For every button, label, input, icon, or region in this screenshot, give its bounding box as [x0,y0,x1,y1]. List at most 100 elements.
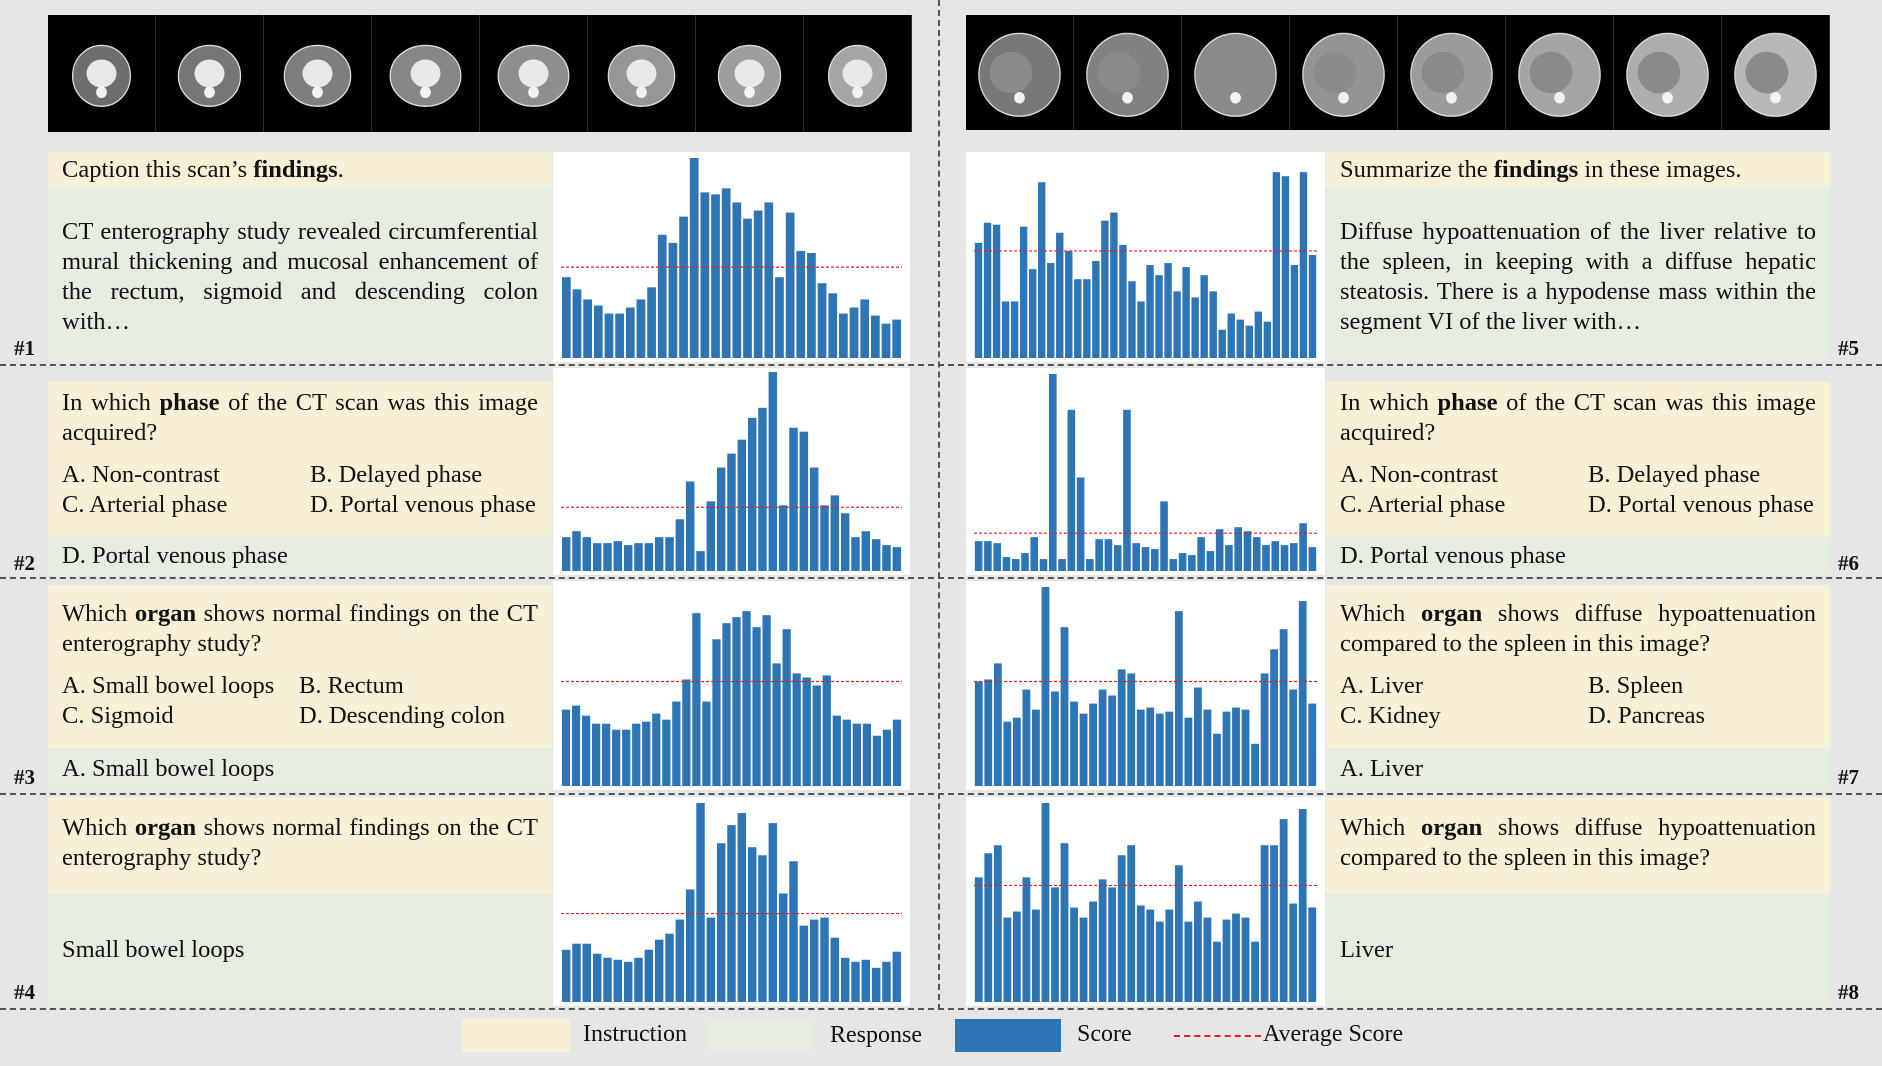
score-bar [861,531,871,571]
score-bar [1184,717,1193,786]
response-8: Liver [1326,894,1830,1006]
score-bar [892,319,902,358]
score-bar [1108,887,1117,1002]
score-bar [1146,909,1155,1002]
score-bar [1182,267,1190,358]
score-bar [820,917,829,1002]
score-bar [623,545,633,571]
score-bar [1098,879,1107,1002]
ct-slice-image [156,15,264,132]
score-bar [992,224,1001,358]
score-bar [668,242,678,358]
score-bar [871,539,881,571]
instruction-1: Caption this scan’s findings. [48,152,552,187]
score-bar [1141,547,1150,571]
score-bar [696,803,705,1002]
score-bar [696,551,705,571]
score-bar [591,723,601,786]
score-bar [830,937,840,1002]
score-bar [1232,707,1240,786]
score-chart-3 [553,581,910,790]
instruction-7: Which organ shows diffuse hypoattenuatio… [1326,585,1830,748]
score-bar [1041,587,1050,786]
score-bar [984,679,993,786]
score-bar [1234,527,1243,571]
score-chart-5 [966,152,1325,362]
score-bar [1047,263,1055,358]
option-a: A. Non-contrast [62,461,220,488]
score-bar [702,701,711,786]
score-bar [974,877,983,1002]
score-bar [809,919,819,1002]
instruction-5: Summarize the findings in these images. [1326,152,1830,187]
score-bar [722,623,731,786]
score-bar [1203,917,1212,1002]
option-b: B. Rectum [299,672,404,699]
ct-slice-image [48,15,156,132]
score-bar [747,417,757,571]
score-bar [758,407,767,571]
ct-slice-image [696,15,804,132]
score-bar [1298,809,1307,1002]
score-chart-7 [966,581,1325,790]
score-bar [852,723,861,786]
score-bar [753,210,763,358]
ct-slice-image [480,15,588,132]
score-bar [689,158,699,358]
score-bar [1058,559,1066,571]
option-b: B. Delayed phase [1588,461,1761,488]
score-bar [1225,545,1233,571]
score-bar [572,943,581,1002]
score-bar [682,679,691,786]
score-bar [1262,545,1270,571]
score-bar [1039,559,1048,571]
score-bar [561,949,571,1002]
score-bar [839,313,848,358]
score-bar [1127,673,1136,786]
score-bar [881,323,891,358]
score-bar [1012,717,1021,786]
score-bar [1252,537,1261,571]
score-bar [789,861,798,1002]
score-bar [1155,713,1164,786]
score-bar [1191,297,1199,358]
score-bar [1290,265,1299,358]
score-bar [1022,689,1031,786]
score-bar [642,721,651,786]
score-bar [1165,909,1174,1002]
score-bar [1197,537,1205,571]
score-bar [685,481,695,571]
score-bar [743,218,752,358]
option-a: A. Small bowel loops [62,672,275,699]
score-bar [822,675,831,786]
option-d: D. Portal venous phase [310,491,536,518]
score-bar [1213,941,1221,1002]
panel-label-5: #5 [1838,336,1859,360]
score-bar [583,299,593,358]
score-bar [983,222,992,358]
score-bar [700,192,710,358]
score-bar [1155,921,1164,1002]
score-bar [1263,321,1272,358]
response-6: D. Portal venous phase [1326,537,1830,575]
instruction-4: Which organ shows normal findings on the… [48,797,552,894]
score-bar [712,639,721,786]
score-bar [871,967,881,1002]
score-bar [882,729,892,786]
score-bar [711,194,720,358]
score-bar [1271,541,1280,571]
score-bar [672,701,681,786]
score-bar [764,202,774,358]
legend-response-swatch [706,1019,814,1052]
score-bar [860,299,870,358]
score-bar [1260,673,1269,786]
score-bar [828,293,838,358]
option-d: D. Pancreas [1588,702,1706,729]
score-bar [993,845,1002,1002]
score-bar [721,188,731,358]
legend-average-line [1174,1035,1261,1037]
score-bar [1280,545,1289,571]
score-bar [842,719,851,786]
score-bar [1113,545,1122,571]
score-chart-4 [553,797,910,1006]
